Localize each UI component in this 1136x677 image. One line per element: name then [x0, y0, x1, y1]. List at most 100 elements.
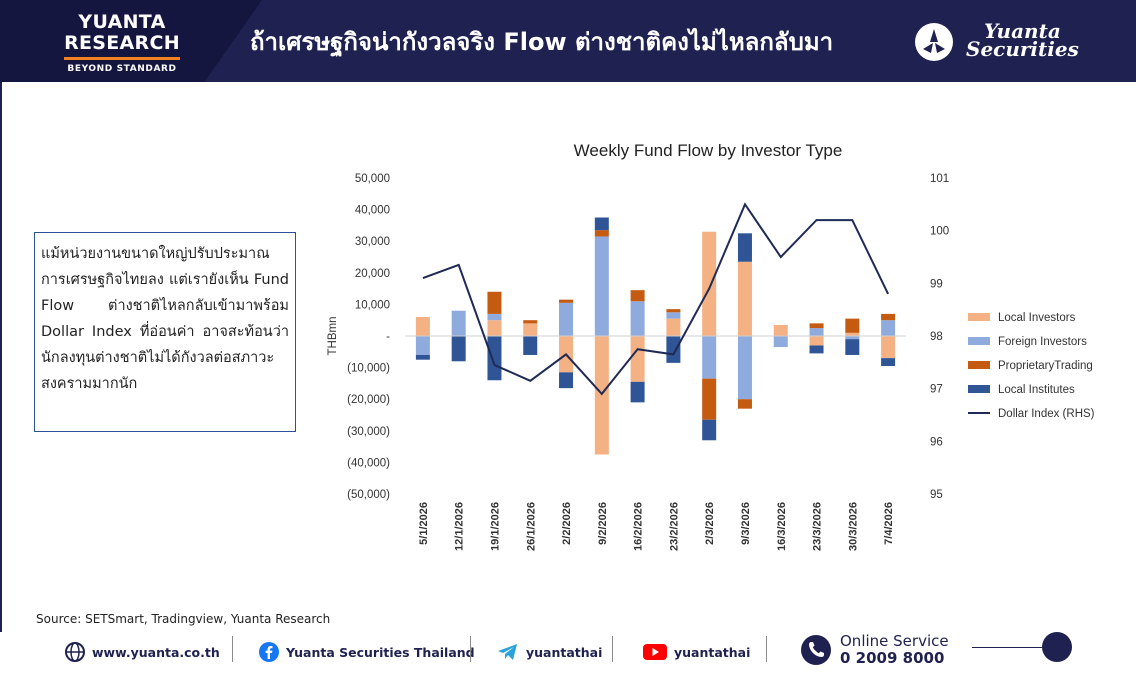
footer-website[interactable]: www.yuanta.co.th	[64, 640, 220, 664]
fund-flow-chart: Weekly Fund Flow by Investor Type 50,000 4…	[327, 141, 1095, 551]
bar-local-institutes	[487, 336, 502, 381]
bar-foreign-investors	[666, 312, 681, 319]
bar-foreign-investors	[881, 320, 896, 336]
bar-local-institutes	[451, 336, 466, 362]
bar-local-investors	[773, 324, 788, 336]
bar-proprietarytrading	[809, 323, 824, 329]
bar-local-institutes	[630, 381, 645, 403]
chart-title: Weekly Fund Flow by Investor Type	[574, 141, 843, 160]
bar-foreign-investors	[773, 336, 788, 348]
bar-local-investors	[881, 336, 896, 359]
bar-local-institutes	[809, 345, 824, 354]
telegram-icon	[498, 644, 517, 660]
logo-line1: Yuanta	[984, 19, 1061, 43]
bar-proprietarytrading	[630, 290, 645, 302]
footer-divider	[766, 636, 767, 662]
bar-local-institutes	[881, 358, 896, 367]
legend-swatch	[968, 385, 990, 393]
facebook-text: Yuanta Securities Thailand	[286, 644, 475, 660]
x-tick-label: 23/3/2026	[812, 502, 824, 551]
service-rule	[972, 647, 1042, 648]
online-service[interactable]: Online Service 0 2009 8000	[800, 632, 949, 668]
bar-local-institutes	[845, 339, 860, 355]
bar-local-investors	[487, 320, 502, 336]
y-tick-label-left: (30,000)	[347, 426, 390, 438]
y-tick-label-left: (20,000)	[347, 394, 390, 406]
y-tick-label-right: 98	[930, 331, 943, 343]
y-tick-label-right: 97	[930, 384, 943, 396]
yuanta-logo-icon	[915, 23, 953, 61]
bar-foreign-investors	[630, 301, 645, 336]
header-banner: YUANTA RESEARCH BEYOND STANDARD ถ้าเศรษฐ…	[0, 0, 1136, 82]
x-tick-label: 5/1/2026	[418, 502, 430, 545]
bar-foreign-investors	[594, 236, 609, 336]
source-note: Source: SETSmart, Tradingview, Yuanta Re…	[36, 612, 331, 626]
bar-foreign-investors	[415, 336, 430, 355]
bar-local-investors	[809, 336, 824, 346]
brand-block: YUANTA RESEARCH BEYOND STANDARD	[52, 12, 192, 74]
brand-tagline: BEYOND STANDARD	[67, 64, 177, 74]
footer-telegram[interactable]: yuantathai	[496, 640, 602, 664]
dollar-index-line	[422, 202, 889, 396]
y-tick-label-left: 20,000	[355, 268, 390, 280]
service-dot	[1042, 632, 1072, 662]
x-tick-label: 2/3/2026	[704, 502, 716, 545]
x-tick-label: 26/1/2026	[525, 502, 537, 551]
legend-label: Dollar Index (RHS)	[998, 408, 1095, 420]
y-tick-label-left: (50,000)	[347, 489, 390, 501]
commentary-box: แม้หน่วยงานขนาดใหญ่ปรับประมาณการเศรษฐกิจ…	[34, 232, 296, 432]
service-phone: 0 2009 8000	[840, 649, 945, 667]
bar-foreign-investors	[809, 328, 824, 336]
y-tick-label-right: 96	[930, 436, 943, 448]
footer-divider	[612, 636, 613, 662]
bar-local-investors	[737, 261, 752, 336]
bar-foreign-investors	[451, 310, 466, 336]
bar-foreign-investors	[845, 336, 860, 340]
x-tick-label: 9/3/2026	[740, 502, 752, 545]
bar-local-institutes	[523, 336, 538, 355]
globe-icon	[65, 642, 85, 662]
service-label: Online Service	[840, 632, 949, 650]
x-tick-label: 23/2/2026	[668, 502, 680, 551]
bar-proprietarytrading	[737, 399, 752, 409]
footer-divider	[470, 636, 471, 662]
y-tick-label-right: 100	[930, 226, 949, 238]
bar-foreign-investors	[487, 313, 502, 321]
y-tick-label-left: 10,000	[355, 299, 390, 311]
bar-proprietarytrading	[702, 378, 717, 420]
footer-facebook[interactable]: Yuanta Securities Thailand	[258, 640, 475, 664]
bar-proprietarytrading	[523, 320, 538, 324]
commentary-text: แม้หน่วยงานขนาดใหญ่ปรับประมาณการเศรษฐกิจ…	[41, 246, 289, 392]
page-title: ถ้าเศรษฐกิจน่ากังวลจริง Flow ต่างชาติคงไ…	[250, 28, 834, 56]
bar-local-investors	[702, 231, 717, 336]
bar-foreign-investors	[737, 336, 752, 400]
y-tick-label-right: 95	[930, 489, 943, 501]
bar-foreign-investors	[559, 302, 574, 336]
y-tick-label-right: 99	[930, 278, 943, 290]
y-tick-label-left: -	[386, 331, 390, 343]
footer-youtube[interactable]: yuantathai	[642, 640, 750, 664]
youtube-text: yuantathai	[674, 644, 751, 660]
bar-local-investors	[666, 318, 681, 336]
bar-local-institutes	[559, 372, 574, 389]
page-left-rule	[0, 82, 2, 632]
bar-local-institutes	[415, 354, 430, 360]
legend-label: Local Investors	[998, 312, 1076, 324]
y-tick-label-left: 50,000	[355, 173, 390, 185]
bar-local-investors	[523, 323, 538, 336]
y-tick-label-right: 101	[930, 173, 949, 185]
x-tick-label: 2/2/2026	[561, 502, 573, 545]
bar-local-institutes	[737, 233, 752, 262]
x-tick-label: 7/4/2026	[883, 502, 895, 545]
y-tick-label-left: 40,000	[355, 205, 390, 217]
legend-swatch	[968, 361, 990, 369]
bar-proprietarytrading	[666, 309, 681, 313]
bar-local-investors	[630, 336, 645, 382]
legend-label: Foreign Investors	[998, 336, 1087, 348]
bar-proprietarytrading	[487, 291, 502, 314]
bar-proprietarytrading	[594, 230, 609, 237]
legend-swatch	[968, 313, 990, 321]
bar-proprietarytrading	[845, 318, 860, 333]
x-tick-label: 30/3/2026	[847, 502, 859, 551]
website-text: www.yuanta.co.th	[92, 644, 220, 660]
